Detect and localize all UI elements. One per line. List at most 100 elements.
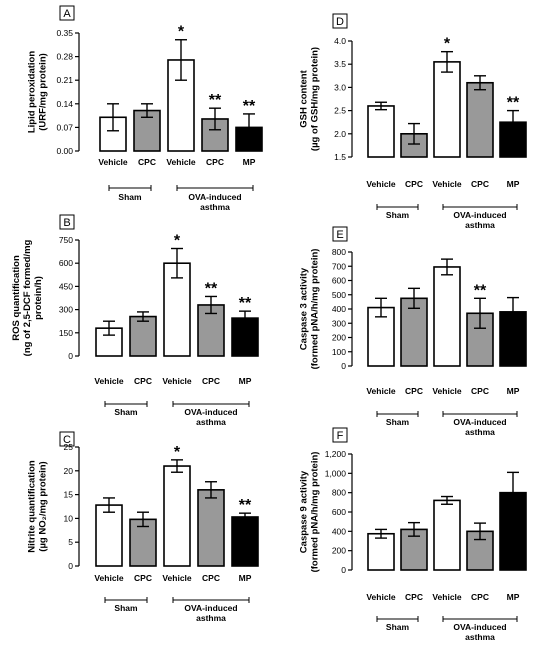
y-tick-label: 10 [64,513,74,523]
category-label: MP [243,157,256,167]
y-tick-label: 800 [332,247,346,257]
bar [400,297,428,367]
group-label: Sham [118,192,142,202]
y-tick-label: 1,000 [325,468,347,478]
significance-marker: ** [243,98,256,115]
panel-label: B [63,217,70,229]
y-tick-label: 3.0 [334,82,346,92]
panel-label-box [59,5,75,21]
category-label: Vehicle [166,157,196,167]
group-label-line: OVA-induced [188,192,241,202]
group-label: OVA-induced asthma [188,192,241,212]
group-label: OVA-induced asthma [453,622,506,642]
panel-c: C 0 5 10 15 20 25 Nitrite quantification(µg NO₂… [27,431,259,623]
significance-marker: ** [239,295,252,312]
y-axis-label-line: (µg NO₂/mg protein) [38,461,49,551]
category-label: MP [239,573,252,583]
panel-label: D [336,16,344,28]
group-label: OVA-induced asthma [184,407,237,427]
y-tick-label: 0.35 [56,28,73,38]
y-tick-label: 0.28 [56,52,73,62]
group-label-line: OVA-induced [453,210,506,220]
category-label: CPC [471,386,489,396]
y-axis-label-line: (formed pNA/h/mg protein) [310,249,321,370]
category-label: CPC [202,376,220,386]
bar [433,61,461,158]
category-label: Vehicle [94,376,124,386]
y-axis-label: ROS quantification(ng of 2,5-DCF formed/… [11,239,44,356]
y-tick-label: 0.21 [56,75,73,85]
y-axis-label-line: (formed pNA/h/mg protein) [310,452,321,573]
bar [163,465,191,567]
bar [433,499,461,571]
y-tick-label: 0 [341,565,346,575]
category-label: Vehicle [366,386,396,396]
group-label-line: OVA-induced [453,417,506,427]
group-label: OVA-induced asthma [453,210,506,230]
category-label: CPC [405,386,423,396]
y-axis-label: Caspase 3 activity(formed pNA/h/mg prote… [299,249,321,370]
y-tick-label: 20 [64,466,74,476]
y-axis-label: Caspase 9 activity(formed pNA/h/mg prote… [299,452,321,573]
category-label: CPC [471,179,489,189]
panel-label: E [336,229,343,241]
category-label: CPC [206,157,224,167]
y-tick-label: 25 [64,442,74,452]
panel-d: D 1.5 2.0 2.5 3.0 3.5 4.0 GSH content(µg of GSH… [299,13,527,230]
significance-marker: * [174,233,181,250]
panel-label: C [63,434,71,446]
category-label: Vehicle [162,376,192,386]
category-label: Vehicle [98,157,128,167]
bar [367,532,395,571]
y-axis-label: Nitrite quantification(µg NO₂/mg protein… [27,460,49,553]
significance-marker: ** [239,497,252,514]
y-axis-label-line: Caspase 9 activity [299,470,310,553]
y-tick-label: 0 [68,561,73,571]
significance-marker: ** [205,280,218,297]
category-label: Vehicle [366,592,396,602]
group-label: Sham [114,407,138,417]
significance-marker: * [174,444,181,461]
group-label-line: asthma [200,202,230,212]
y-axis-label-line: ROS quantification [11,255,22,341]
category-label: Vehicle [432,592,462,602]
group-label-line: asthma [465,632,495,642]
bar [95,504,123,567]
y-tick-label: 2.0 [334,129,346,139]
y-axis-label: GSH content(µg of GSH/mg protein) [299,47,321,151]
y-tick-label: 400 [332,526,346,536]
y-tick-label: 5 [68,537,73,547]
y-tick-label: 500 [332,290,346,300]
significance-marker: * [178,24,185,41]
panel-label: F [337,430,344,442]
y-axis-label-line: protein/h) [33,276,44,320]
category-label: CPC [138,157,156,167]
group-label-line: OVA-induced [184,407,237,417]
y-tick-label: 0.00 [56,146,73,156]
y-tick-label: 1,200 [325,449,347,459]
y-tick-label: 800 [332,488,346,498]
y-tick-label: 1.5 [334,152,346,162]
group-label: OVA-induced asthma [184,603,237,623]
category-label: Vehicle [432,386,462,396]
group-label-line: Sham [386,210,410,220]
group-label-line: asthma [465,427,495,437]
significance-marker: ** [209,92,222,109]
y-tick-label: 200 [332,546,346,556]
bar [231,516,259,567]
group-label-line: Sham [118,192,142,202]
group-label-line: OVA-induced [453,622,506,632]
category-label: CPC [405,592,423,602]
bar [466,81,494,158]
group-label-line: Sham [114,407,138,417]
significance-marker: ** [474,282,487,299]
category-label: CPC [134,376,152,386]
y-axis-label-line: (URF/mg protein) [38,53,49,131]
y-tick-label: 600 [332,507,346,517]
category-label: MP [507,179,520,189]
y-tick-label: 0.14 [56,99,73,109]
category-label: CPC [134,573,152,583]
category-label: MP [507,386,520,396]
panel-label-box [59,214,75,230]
